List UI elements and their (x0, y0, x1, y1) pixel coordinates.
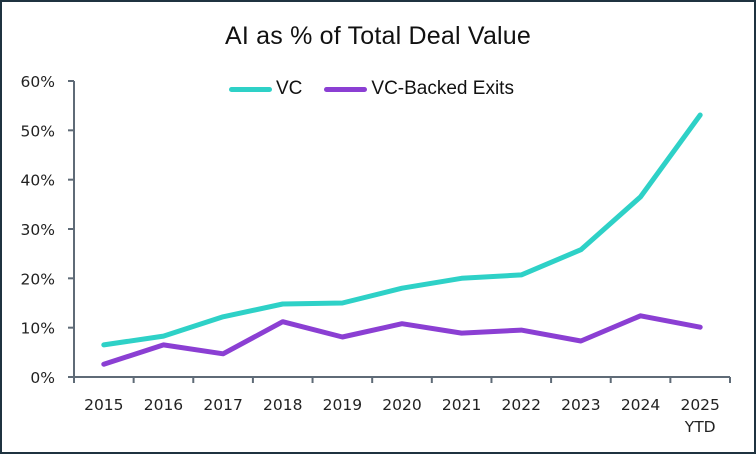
legend-label-vc-backed-exits: VC-Backed Exits (371, 78, 514, 99)
legend-item-vc: VC (229, 78, 302, 100)
y-tick-label: 60% (21, 73, 55, 91)
y-tick-label: 40% (21, 172, 55, 190)
series-line-vc (101, 112, 703, 348)
axes: 0% 10% 20% 30% 40% 50% 60% 2015 2016 2017 2018 2019… (21, 73, 731, 436)
y-tick-label: 30% (21, 221, 55, 239)
x-tick-label: 2018 (263, 396, 302, 414)
x-tick-label: 2022 (502, 396, 541, 414)
series-lines (101, 112, 703, 367)
y-tick-label: 10% (21, 320, 55, 338)
legend-item-vc-backed-exits: VC-Backed Exits (324, 78, 514, 100)
chart-title: AI as % of Total Deal Value (224, 22, 532, 50)
x-tick-label: 2020 (382, 396, 421, 414)
x-tick-label: 2025 (680, 396, 719, 414)
y-tick-label: 20% (21, 270, 55, 288)
y-tick-label: 50% (21, 122, 55, 140)
legend-label-vc: VC (276, 78, 303, 99)
x-tick-label: 2016 (144, 396, 183, 414)
x-tick-label: 2019 (323, 396, 362, 414)
legend-swatch-vc (229, 86, 272, 92)
x-tick-label: 2015 (84, 396, 123, 414)
legend-swatch-vc-backed-exits (324, 86, 368, 92)
x-tick-label: 2024 (621, 396, 660, 414)
x-tick-sublabel: YTD (684, 418, 716, 436)
x-tick-label: 2021 (442, 396, 481, 414)
y-tick-label: 0% (30, 369, 55, 387)
x-tick-label: 2017 (203, 396, 242, 414)
series-line-vc-backed-exits (101, 313, 703, 367)
x-tick-label: 2023 (561, 396, 600, 414)
legend: VC VC-Backed Exits (229, 78, 536, 100)
